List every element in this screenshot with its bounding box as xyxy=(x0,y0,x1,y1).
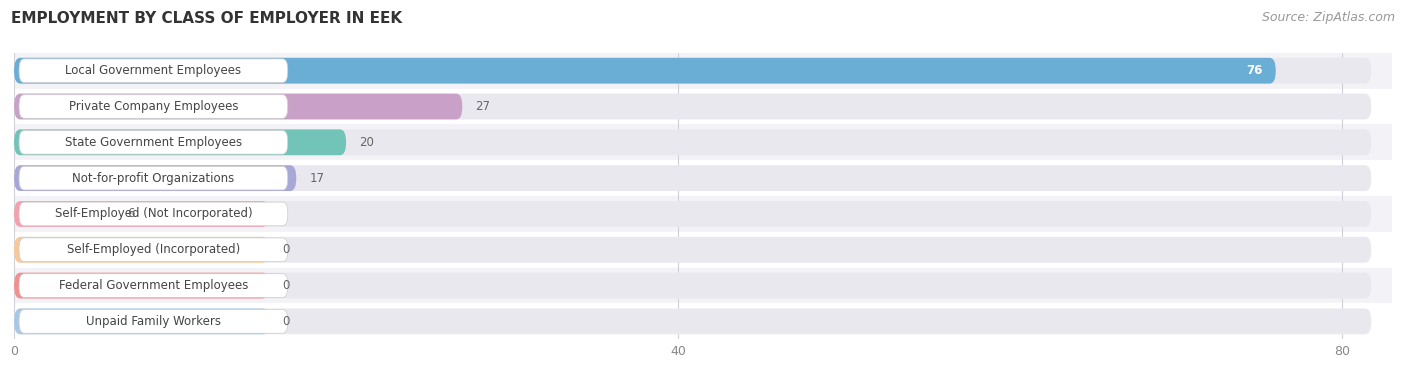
FancyBboxPatch shape xyxy=(14,308,1371,334)
Text: Federal Government Employees: Federal Government Employees xyxy=(59,279,247,292)
FancyBboxPatch shape xyxy=(14,58,1275,84)
FancyBboxPatch shape xyxy=(20,59,288,83)
Text: 6: 6 xyxy=(127,207,135,221)
FancyBboxPatch shape xyxy=(14,165,1371,191)
FancyBboxPatch shape xyxy=(14,93,463,120)
FancyBboxPatch shape xyxy=(14,58,1371,84)
FancyBboxPatch shape xyxy=(14,129,1371,155)
Text: 76: 76 xyxy=(1246,64,1263,77)
Bar xyxy=(14,124,1392,160)
FancyBboxPatch shape xyxy=(14,308,269,334)
FancyBboxPatch shape xyxy=(20,310,288,333)
Text: State Government Employees: State Government Employees xyxy=(65,136,242,149)
FancyBboxPatch shape xyxy=(20,238,288,262)
Text: 0: 0 xyxy=(283,243,290,256)
Text: 17: 17 xyxy=(309,172,325,185)
FancyBboxPatch shape xyxy=(20,130,288,154)
FancyBboxPatch shape xyxy=(20,95,288,118)
FancyBboxPatch shape xyxy=(20,202,288,226)
Bar xyxy=(14,303,1392,339)
Text: Self-Employed (Not Incorporated): Self-Employed (Not Incorporated) xyxy=(55,207,252,221)
Text: Not-for-profit Organizations: Not-for-profit Organizations xyxy=(72,172,235,185)
Bar xyxy=(14,160,1392,196)
Text: 0: 0 xyxy=(283,279,290,292)
Bar xyxy=(14,89,1392,124)
FancyBboxPatch shape xyxy=(14,129,346,155)
FancyBboxPatch shape xyxy=(14,93,1371,120)
Bar xyxy=(14,232,1392,268)
Text: Self-Employed (Incorporated): Self-Employed (Incorporated) xyxy=(66,243,240,256)
Text: Source: ZipAtlas.com: Source: ZipAtlas.com xyxy=(1261,11,1395,24)
FancyBboxPatch shape xyxy=(14,273,1371,299)
Bar xyxy=(14,196,1392,232)
Bar xyxy=(14,53,1392,89)
Text: Private Company Employees: Private Company Employees xyxy=(69,100,238,113)
Text: Local Government Employees: Local Government Employees xyxy=(65,64,242,77)
FancyBboxPatch shape xyxy=(14,273,269,299)
FancyBboxPatch shape xyxy=(14,237,1371,263)
FancyBboxPatch shape xyxy=(14,201,269,227)
FancyBboxPatch shape xyxy=(14,165,297,191)
Text: Unpaid Family Workers: Unpaid Family Workers xyxy=(86,315,221,328)
Bar xyxy=(14,268,1392,303)
FancyBboxPatch shape xyxy=(14,201,1371,227)
FancyBboxPatch shape xyxy=(14,237,269,263)
FancyBboxPatch shape xyxy=(20,166,288,190)
FancyBboxPatch shape xyxy=(20,274,288,297)
Text: 27: 27 xyxy=(475,100,491,113)
Text: EMPLOYMENT BY CLASS OF EMPLOYER IN EEK: EMPLOYMENT BY CLASS OF EMPLOYER IN EEK xyxy=(11,11,402,26)
Text: 20: 20 xyxy=(360,136,374,149)
Text: 0: 0 xyxy=(283,315,290,328)
